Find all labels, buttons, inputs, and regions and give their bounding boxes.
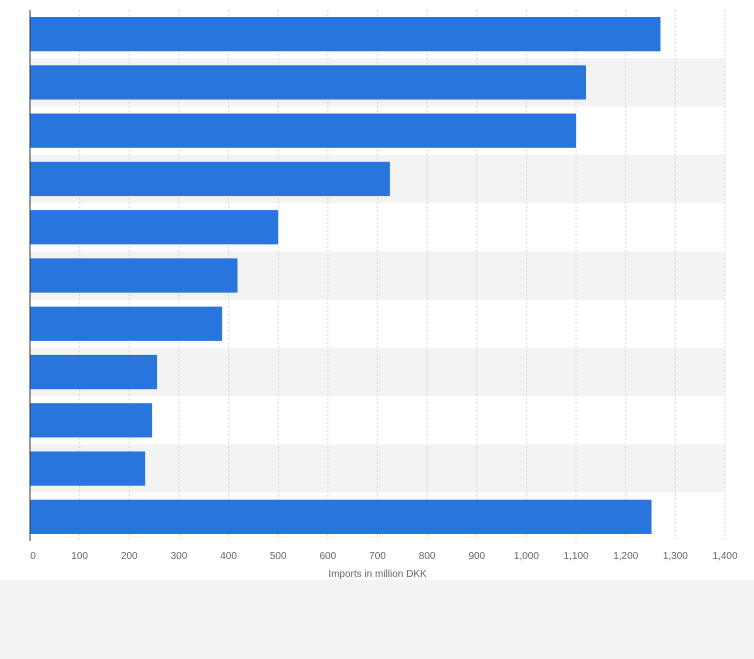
x-tick-label: 100 bbox=[71, 551, 88, 562]
bar[interactable] bbox=[30, 306, 223, 341]
x-tick-label: 1,200 bbox=[613, 551, 638, 562]
bar-chart: 0 100 200 300 400 500 600 700 800 900 1,000 1,100 1,… bbox=[29, 10, 738, 580]
footer-panel bbox=[0, 580, 754, 659]
x-tick-label: 300 bbox=[171, 551, 188, 562]
x-tick-label: 1,400 bbox=[712, 551, 737, 562]
bar[interactable] bbox=[30, 113, 577, 148]
bars bbox=[30, 17, 661, 534]
x-tick-label: 800 bbox=[419, 551, 436, 562]
x-tick-label: 600 bbox=[320, 551, 337, 562]
x-tick-label: 200 bbox=[121, 551, 138, 562]
chart-container: 0 100 200 300 400 500 600 700 800 900 1,000 1,100 1,… bbox=[29, 10, 738, 580]
bar[interactable] bbox=[30, 403, 153, 438]
bar[interactable] bbox=[30, 354, 158, 390]
bar[interactable] bbox=[30, 65, 586, 100]
x-axis-title: Imports in million DKK bbox=[328, 569, 427, 580]
bar[interactable] bbox=[30, 17, 661, 52]
bar[interactable] bbox=[30, 161, 390, 197]
x-tick-label: 400 bbox=[220, 551, 237, 562]
x-tick-label: 700 bbox=[369, 551, 386, 562]
x-tick-label: 1,100 bbox=[564, 551, 589, 562]
x-axis-ticks: 0 100 200 300 400 500 600 700 800 900 1,000 1,100 1,… bbox=[30, 551, 738, 562]
bar[interactable] bbox=[30, 451, 146, 486]
x-tick-label: 0 bbox=[30, 551, 36, 562]
x-tick-label: 1,000 bbox=[514, 551, 539, 562]
bar[interactable] bbox=[30, 210, 279, 245]
bar[interactable] bbox=[30, 258, 238, 293]
bar[interactable] bbox=[30, 499, 652, 534]
row-band bbox=[30, 444, 725, 493]
x-tick-label: 500 bbox=[270, 551, 287, 562]
x-tick-label: 900 bbox=[468, 551, 485, 562]
x-tick-label: 1,300 bbox=[663, 551, 688, 562]
